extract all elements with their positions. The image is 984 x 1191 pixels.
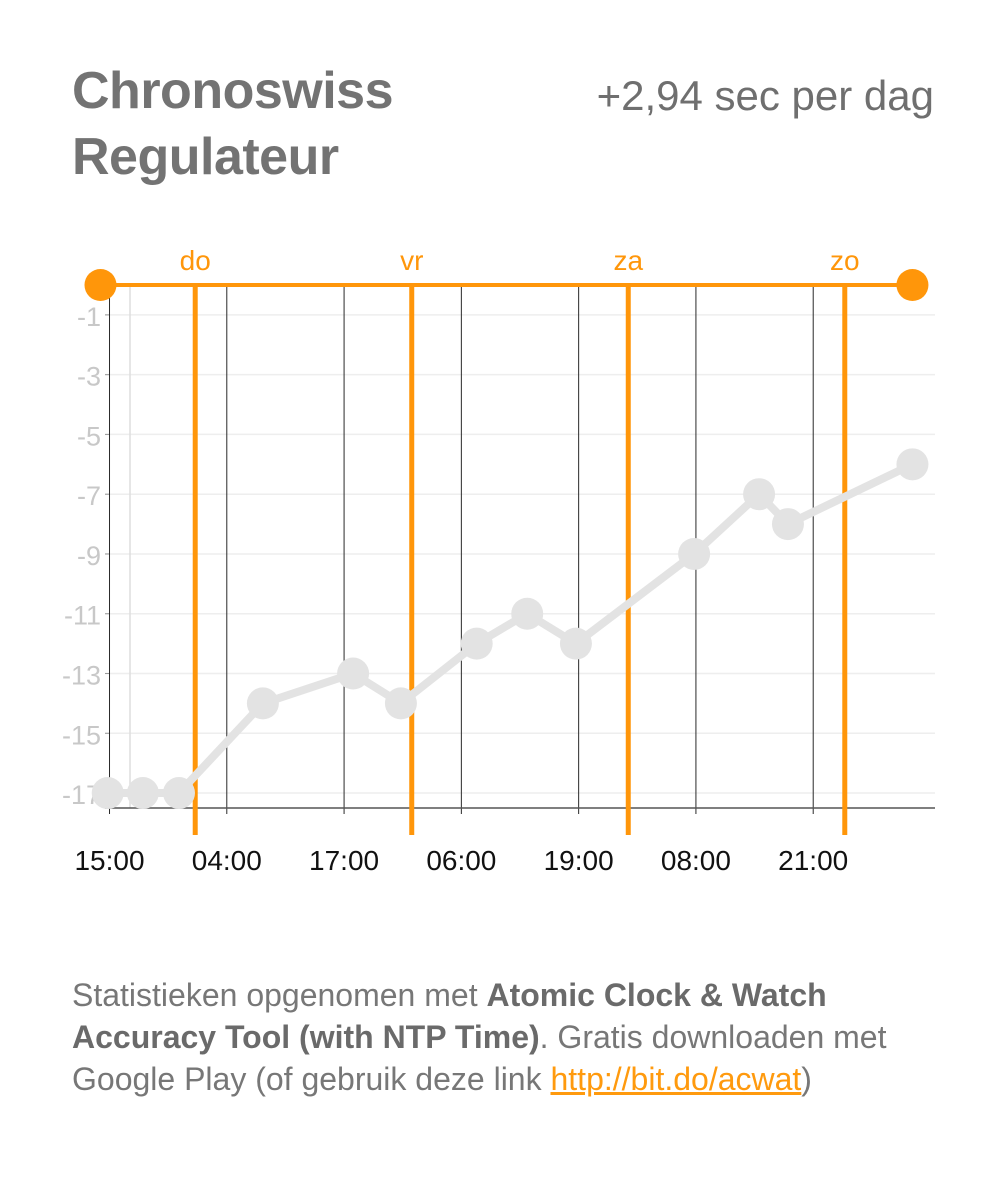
day-marker-label: do (180, 245, 211, 276)
footer-text-part: . Gratis downloaden met Google Play (of … (72, 1019, 887, 1097)
data-point (678, 537, 711, 570)
app-name: Atomic Clock & Watch Accuracy Tool (with… (72, 977, 827, 1055)
data-point (896, 448, 929, 481)
day-marker-label: zo (830, 245, 860, 276)
data-point (743, 478, 776, 511)
footer-text: Statistieken opgenomen met Atomic Clock … (72, 974, 902, 1100)
y-tick-label: -1 (77, 302, 101, 332)
data-point (162, 777, 195, 810)
y-tick-label: -15 (62, 720, 101, 750)
download-link[interactable]: http://bit.do/acwat (550, 1061, 802, 1097)
x-tick-label: 08:00 (661, 845, 731, 876)
y-tick-label: -5 (77, 421, 101, 451)
y-tick-label: -13 (62, 661, 101, 691)
x-tick-label: 04:00 (192, 845, 262, 876)
reference-point (84, 269, 117, 301)
day-marker-label: vr (400, 245, 423, 276)
data-point (91, 777, 124, 810)
data-point (460, 627, 493, 660)
x-tick-label: 06:00 (426, 845, 496, 876)
data-point (511, 597, 544, 630)
data-point (246, 687, 279, 720)
data-point (771, 508, 804, 541)
data-point (559, 627, 592, 660)
y-tick-label: -9 (77, 541, 101, 571)
y-tick-label: -7 (77, 481, 101, 511)
x-tick-label: 17:00 (309, 845, 379, 876)
x-tick-label: 15:00 (74, 845, 144, 876)
reference-point (896, 269, 929, 301)
footer-text-part: Statistieken opgenomen met (72, 977, 487, 1013)
data-point (337, 657, 370, 690)
watch-title: Chronoswiss Regulateur (72, 62, 394, 186)
data-point (126, 777, 159, 810)
rate-label: +2,94 sec per dag (596, 72, 934, 119)
data-point (384, 687, 417, 720)
y-tick-label: -11 (64, 601, 101, 631)
x-tick-label: 21:00 (778, 845, 848, 876)
footer-text-part: ) (801, 1061, 812, 1097)
day-marker-label: za (613, 245, 643, 276)
y-tick-label: -3 (77, 362, 101, 392)
x-tick-label: 19:00 (544, 845, 614, 876)
